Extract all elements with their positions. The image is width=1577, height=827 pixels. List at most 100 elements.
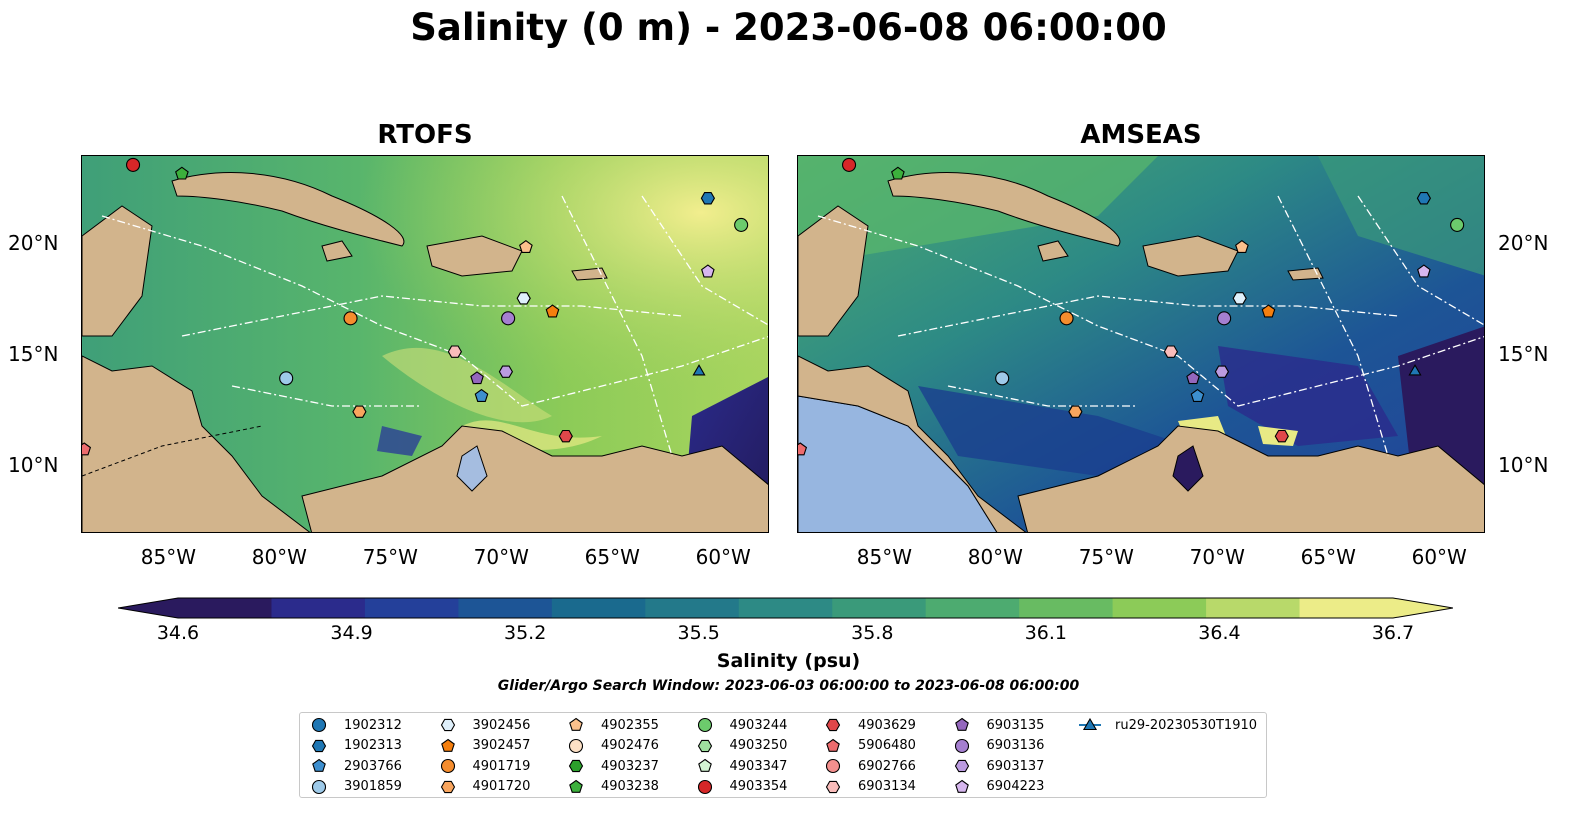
legend-marker-shape bbox=[311, 779, 327, 794]
legend-label: 6904223 bbox=[986, 779, 1045, 794]
colorbar-extend-max bbox=[1393, 598, 1453, 618]
legend-item: 6903136 bbox=[951, 736, 1045, 756]
legend-label: 6903134 bbox=[858, 779, 916, 794]
legend-marker-shape bbox=[568, 759, 584, 773]
legend-marker-icon bbox=[954, 717, 969, 731]
legend-label: 4903244 bbox=[729, 717, 788, 733]
colorbar-segment bbox=[738, 598, 833, 618]
float-markers-rtofs bbox=[82, 157, 749, 456]
legend-marker-icon bbox=[311, 739, 327, 752]
float-marker-4903629 bbox=[1274, 429, 1289, 443]
float-marker-3902456 bbox=[516, 292, 531, 305]
legend-item: 6903135 bbox=[951, 715, 1045, 735]
lon-tick-label: 75°W bbox=[362, 545, 418, 569]
colorbar-segment bbox=[551, 598, 646, 618]
legend-marker-shape bbox=[440, 718, 455, 732]
legend-label: 2903766 bbox=[344, 758, 402, 774]
legend-marker-shape bbox=[1082, 717, 1098, 731]
legend-label: 6903136 bbox=[986, 738, 1045, 753]
float-marker-2903766 bbox=[1190, 388, 1205, 402]
float-marker-1902313 bbox=[1416, 192, 1432, 205]
search-window-text: Glider/Argo Search Window: 2023-06-03 06… bbox=[497, 678, 1080, 694]
legend-marker-icon bbox=[311, 717, 327, 733]
lon-tick-label: 60°W bbox=[695, 545, 751, 569]
lat-tick-label: 15°N bbox=[1498, 342, 1549, 367]
legend-marker-icon bbox=[954, 779, 969, 793]
legend-marker-icon bbox=[825, 718, 841, 732]
colorbar-tick-label: 35.5 bbox=[677, 622, 720, 644]
legend-marker-shape bbox=[954, 738, 969, 753]
lat-tick-label: 10°N bbox=[8, 453, 59, 478]
float-marker-4903238 bbox=[891, 166, 905, 180]
legend-marker-shape bbox=[697, 758, 712, 772]
lat-tick-label: 15°N bbox=[8, 342, 59, 367]
float-marker-3902457 bbox=[545, 304, 560, 318]
legend-marker-shape bbox=[954, 779, 969, 793]
float-marker-6903134 bbox=[447, 345, 463, 358]
legend-marker-icon bbox=[697, 739, 712, 752]
legend-marker-shape bbox=[954, 717, 969, 731]
lon-tick-label: 70°W bbox=[1189, 545, 1245, 569]
legend-label: 4903237 bbox=[601, 758, 659, 774]
legend-label: 4903629 bbox=[858, 717, 916, 733]
legend-label: 6903135 bbox=[986, 717, 1045, 733]
legend-marker-shape bbox=[697, 779, 712, 794]
legend-marker-shape bbox=[440, 738, 455, 752]
legend-marker-shape bbox=[568, 738, 584, 753]
float-marker-6904223 bbox=[701, 264, 715, 278]
map-amseas-svg bbox=[798, 156, 1484, 532]
map-panel-rtofs bbox=[81, 155, 769, 533]
float-marker-ru29-20230530T1910 bbox=[1408, 364, 1422, 376]
legend-item: 2903766 bbox=[308, 756, 402, 776]
float-marker-4901719 bbox=[343, 311, 358, 326]
legend-item: 3902456 bbox=[437, 715, 530, 735]
legend-item: 6903137 bbox=[951, 756, 1045, 776]
float-marker-4903244 bbox=[1450, 217, 1465, 232]
float-marker-6903135 bbox=[1186, 371, 1200, 385]
colorbar-segment bbox=[1206, 598, 1301, 618]
legend-label: 4902476 bbox=[601, 738, 659, 753]
legend-marker-shape bbox=[312, 758, 326, 772]
legend-item: 4902476 bbox=[565, 736, 659, 756]
colorbar-segment bbox=[271, 598, 366, 618]
colorbar bbox=[117, 596, 1454, 620]
colorbar-segment bbox=[178, 598, 273, 618]
lon-tick-label: 65°W bbox=[1300, 545, 1356, 569]
lon-tick-label: 80°W bbox=[967, 545, 1023, 569]
float-marker-2903766 bbox=[474, 388, 489, 402]
float-markers-amseas bbox=[798, 157, 1465, 456]
legend-label: 4902355 bbox=[601, 717, 659, 733]
map-rtofs-svg bbox=[82, 156, 768, 532]
legend-marker-icon bbox=[312, 758, 326, 772]
legend-marker-shape bbox=[826, 738, 840, 752]
legend-marker-icon bbox=[825, 780, 841, 793]
legend-item: 4903237 bbox=[565, 756, 659, 776]
legend-marker-shape bbox=[440, 780, 455, 793]
float-marker-6903134 bbox=[1163, 345, 1179, 358]
float-marker-4903354 bbox=[125, 157, 141, 172]
float-marker-3902457 bbox=[1261, 304, 1276, 318]
lon-tick-label: 75°W bbox=[1078, 545, 1134, 569]
legend-marker-icon bbox=[697, 779, 712, 794]
legend-marker-icon bbox=[311, 779, 327, 794]
legend-marker-icon bbox=[568, 759, 584, 773]
colorbar-svg bbox=[117, 597, 1454, 619]
float-marker-4901720 bbox=[1068, 405, 1083, 418]
legend-item: 4903244 bbox=[694, 715, 788, 735]
float-marker-6903135 bbox=[470, 371, 484, 385]
colorbar-tick-label: 36.4 bbox=[1198, 622, 1241, 644]
legend-item: 1902313 bbox=[308, 736, 402, 756]
legend-item: 4902355 bbox=[565, 715, 659, 735]
float-marker-5906480 bbox=[798, 442, 808, 456]
legend-marker-shape bbox=[569, 717, 583, 731]
legend-label: ru29-20230530T1910 bbox=[1115, 717, 1258, 733]
legend-item: 4901719 bbox=[437, 756, 531, 776]
legend-label: 6903137 bbox=[986, 758, 1045, 774]
float-marker-4903244 bbox=[734, 217, 749, 232]
float-marker-4901719 bbox=[1059, 311, 1074, 326]
legend-marker-icon bbox=[569, 717, 583, 731]
legend-marker-shape bbox=[440, 758, 455, 774]
colorbar-tick-label: 36.1 bbox=[1024, 622, 1067, 644]
float-marker-1902313 bbox=[700, 192, 716, 205]
legend-label: 4901719 bbox=[472, 758, 531, 774]
